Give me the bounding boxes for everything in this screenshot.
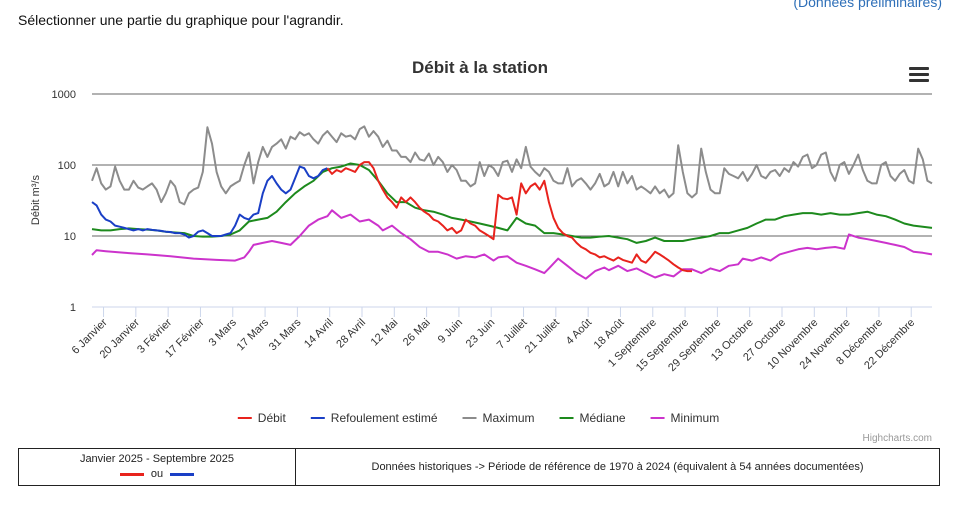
y-tick-label: 100 bbox=[58, 160, 76, 172]
legend-label: Refoulement estimé bbox=[331, 411, 438, 425]
hamburger-icon-bar bbox=[909, 73, 929, 76]
y-tick-label: 1 bbox=[70, 302, 76, 314]
y-tick-label: 10 bbox=[64, 231, 76, 243]
x-tick-label: 23 Juin bbox=[464, 317, 498, 351]
legend-item[interactable]: Maximum bbox=[462, 411, 535, 425]
debit-swatch bbox=[119, 472, 144, 476]
info-table: Janvier 2025 - Septembre 2025 ou Données… bbox=[18, 448, 940, 486]
highcharts-credit[interactable]: Highcharts.com bbox=[862, 433, 932, 444]
x-tick-label: 14 Avril bbox=[302, 317, 336, 351]
legend-item[interactable]: Débit bbox=[237, 411, 287, 425]
legend-item[interactable]: Minimum bbox=[650, 411, 720, 425]
series-line-d-bit[interactable] bbox=[326, 161, 692, 273]
x-tick-label: 28 Avril bbox=[334, 317, 368, 351]
y-axis: 1 10 100 1000 bbox=[52, 89, 76, 314]
or-label: ou bbox=[150, 468, 164, 480]
hamburger-icon-bar bbox=[909, 79, 929, 82]
series-line-refoulement-estim-[interactable] bbox=[91, 165, 328, 239]
legend-item[interactable]: Médiane bbox=[559, 411, 626, 425]
grid-lines bbox=[92, 93, 932, 308]
chart-menu-button[interactable] bbox=[906, 64, 932, 84]
info-historical-cell: Données historiques -> Période de référe… bbox=[296, 449, 939, 485]
x-tick-label: 31 Mars bbox=[267, 316, 304, 353]
preliminary-data-link[interactable]: (Données préliminaires) bbox=[793, 0, 942, 10]
chart-container[interactable]: Débit à la station 1 10 100 1000 6 Janvier 2… bbox=[0, 40, 976, 450]
instruction-text: Sélectionner une partie du graphique pou… bbox=[18, 12, 344, 28]
period-label: Janvier 2025 - Septembre 2025 bbox=[79, 453, 235, 465]
info-period-cell: Janvier 2025 - Septembre 2025 ou bbox=[19, 449, 296, 485]
series-line-maximum[interactable] bbox=[91, 125, 933, 206]
x-tick-label: 21 Juillet bbox=[523, 317, 562, 356]
x-tick-label: 9 Juin bbox=[436, 317, 465, 346]
series-line-m-diane[interactable] bbox=[91, 162, 933, 244]
y-axis-title: Débit m³/s bbox=[30, 174, 42, 225]
x-tick-label: 17 Mars bbox=[235, 316, 272, 353]
y-tick-label: 1000 bbox=[52, 89, 76, 101]
period-legend: ou bbox=[19, 468, 295, 480]
x-tick-label: 26 Mai bbox=[401, 317, 433, 349]
legend-label: Médiane bbox=[580, 411, 626, 425]
series-line-minimum[interactable] bbox=[91, 209, 933, 280]
chart-title: Débit à la station bbox=[412, 58, 548, 77]
legend-item[interactable]: Refoulement estimé bbox=[310, 411, 438, 425]
flow-chart[interactable]: Débit à la station 1 10 100 1000 6 Janvier2… bbox=[0, 40, 976, 450]
historical-text: Données historiques -> Période de référe… bbox=[371, 461, 864, 473]
legend-label: Maximum bbox=[483, 411, 535, 425]
legend-label: Débit bbox=[258, 411, 287, 425]
legend: Débit Refoulement estimé Maximum Médiane Min… bbox=[237, 411, 720, 425]
x-tick-label: 12 Mai bbox=[369, 317, 401, 349]
refoulement-swatch bbox=[170, 472, 195, 476]
series-lines bbox=[91, 125, 933, 280]
hamburger-icon bbox=[909, 67, 929, 70]
x-tick-label: 4 Août bbox=[564, 317, 595, 348]
legend-label: Minimum bbox=[671, 411, 720, 425]
